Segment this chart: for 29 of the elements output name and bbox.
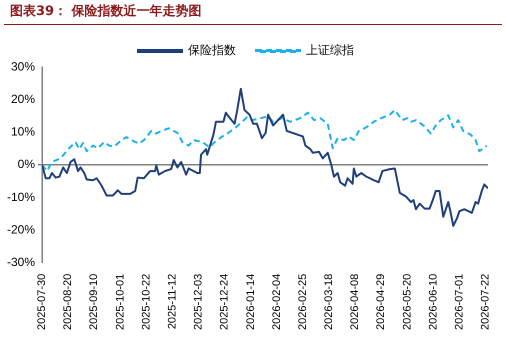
x-tick-label: 2025-08-20	[62, 274, 74, 330]
x-tick-label: 2026-07-22	[480, 274, 492, 330]
x-tick-label: 2025-12-03	[192, 274, 205, 330]
x-tick-label: 2025-10-22	[140, 274, 152, 330]
y-tick-label: 30%	[10, 59, 36, 74]
x-tick-label: 2025-11-12	[166, 274, 178, 330]
x-tick-label: 2025-10-01	[114, 274, 126, 330]
x-tick-label: 2025-12-24	[218, 274, 231, 330]
y-tick-label: 0%	[18, 157, 36, 172]
x-tick-label: 2026-01-14	[244, 274, 257, 330]
y-tick-label: -10%	[7, 190, 36, 204]
x-tick-label: 2026-02-25	[296, 274, 309, 330]
x-tick-label: 2025-09-10	[88, 274, 100, 330]
x-tick-label: 2026-02-04	[270, 274, 283, 330]
x-tick-label: 2026-07-01	[453, 274, 466, 330]
x-tick-label: 2026-04-08	[349, 274, 362, 330]
y-tick-label: -30%	[7, 255, 36, 270]
legend-label: 上证综指	[306, 43, 354, 58]
legend-label: 保险指数	[188, 43, 236, 58]
x-tick-label: 2026-03-18	[323, 274, 336, 330]
y-tick-label: -20%	[7, 222, 36, 236]
x-tick-label: 2026-06-10	[427, 274, 440, 330]
x-tick-label: 2026-05-20	[401, 274, 414, 330]
x-tick-label: 2026-04-29	[375, 274, 388, 330]
x-tick-label: 2025-07-30	[36, 274, 48, 330]
y-tick-label: 20%	[10, 92, 36, 106]
line-series	[42, 109, 488, 172]
chart-title: 图表39： 保险指数近一年走势图	[4, 0, 502, 25]
y-tick-label: 10%	[10, 124, 36, 139]
